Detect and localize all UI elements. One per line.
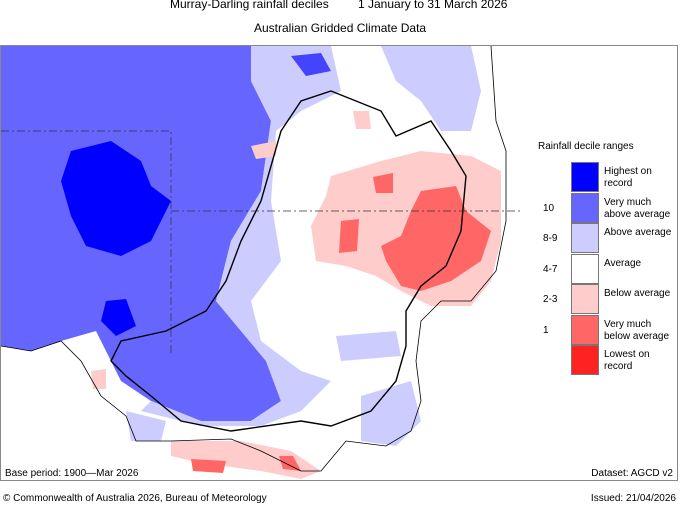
legend-label: Lowest on record	[604, 349, 650, 372]
region-highest-3	[291, 53, 331, 76]
region-above-mid	[336, 331, 401, 361]
region-very-much-below-2	[373, 173, 393, 193]
issued-date: Issued: 21/04/2026	[590, 493, 676, 504]
legend-swatch	[571, 284, 599, 314]
legend-swatch	[571, 253, 599, 284]
legend-label: Very much above average	[604, 196, 671, 220]
region-above-sw	[126, 411, 166, 441]
coastline	[1, 46, 507, 472]
legend-range: 4-7	[543, 263, 558, 275]
region-above-ne	[381, 46, 481, 131]
region-very-much-below	[381, 186, 491, 291]
region-above	[141, 46, 341, 426]
decile-map-svg	[1, 46, 521, 479]
legend-range: 2-3	[543, 294, 558, 305]
region-highest-2	[101, 299, 136, 336]
map-subtitle: Australian Gridded Climate Data	[254, 21, 427, 35]
base-period: Base period: 1900—Mar 2026	[5, 468, 139, 479]
region-below-nc	[251, 141, 276, 159]
dataset: Dataset: AGCD v2	[591, 468, 673, 479]
legend-range: 10	[543, 202, 555, 214]
copyright: © Commonwealth of Australia 2026, Bureau…	[3, 493, 267, 504]
legend-range: 1	[543, 324, 549, 336]
region-below-n	[353, 111, 371, 129]
region-above-se	[361, 381, 421, 446]
map-period: 1 January to 31 March 2026	[358, 0, 508, 11]
legend-swatch	[571, 345, 599, 375]
legend-label: Very much below average	[604, 318, 670, 342]
region-highest	[61, 141, 171, 256]
region-very-much-below-5	[279, 456, 301, 471]
legend-range: 8-9	[543, 233, 558, 244]
basin-boundary	[110, 90, 467, 432]
legend-swatch	[571, 192, 599, 223]
region-very-much-below-4	[191, 459, 226, 473]
region-below-se	[171, 441, 321, 479]
legend-label: Average	[604, 257, 642, 269]
legend-swatch	[571, 162, 599, 192]
legend-swatch	[571, 223, 599, 253]
rainfall-map: Base period: 1900—Mar 2026 Dataset: AGCD…	[0, 45, 678, 481]
state-border	[1, 130, 521, 356]
legend-swatch	[571, 314, 599, 345]
legend-label: Below average	[604, 288, 671, 299]
region-very-much-below-3	[339, 219, 359, 253]
map-title: Murray-Darling rainfall deciles	[170, 0, 329, 11]
legend-label: Above average	[604, 227, 672, 238]
legend-label: Highest on record	[604, 166, 652, 189]
region-below-sa	[91, 369, 106, 389]
legend-title: Rainfall decile ranges	[538, 141, 634, 152]
legend-panel	[528, 46, 677, 480]
